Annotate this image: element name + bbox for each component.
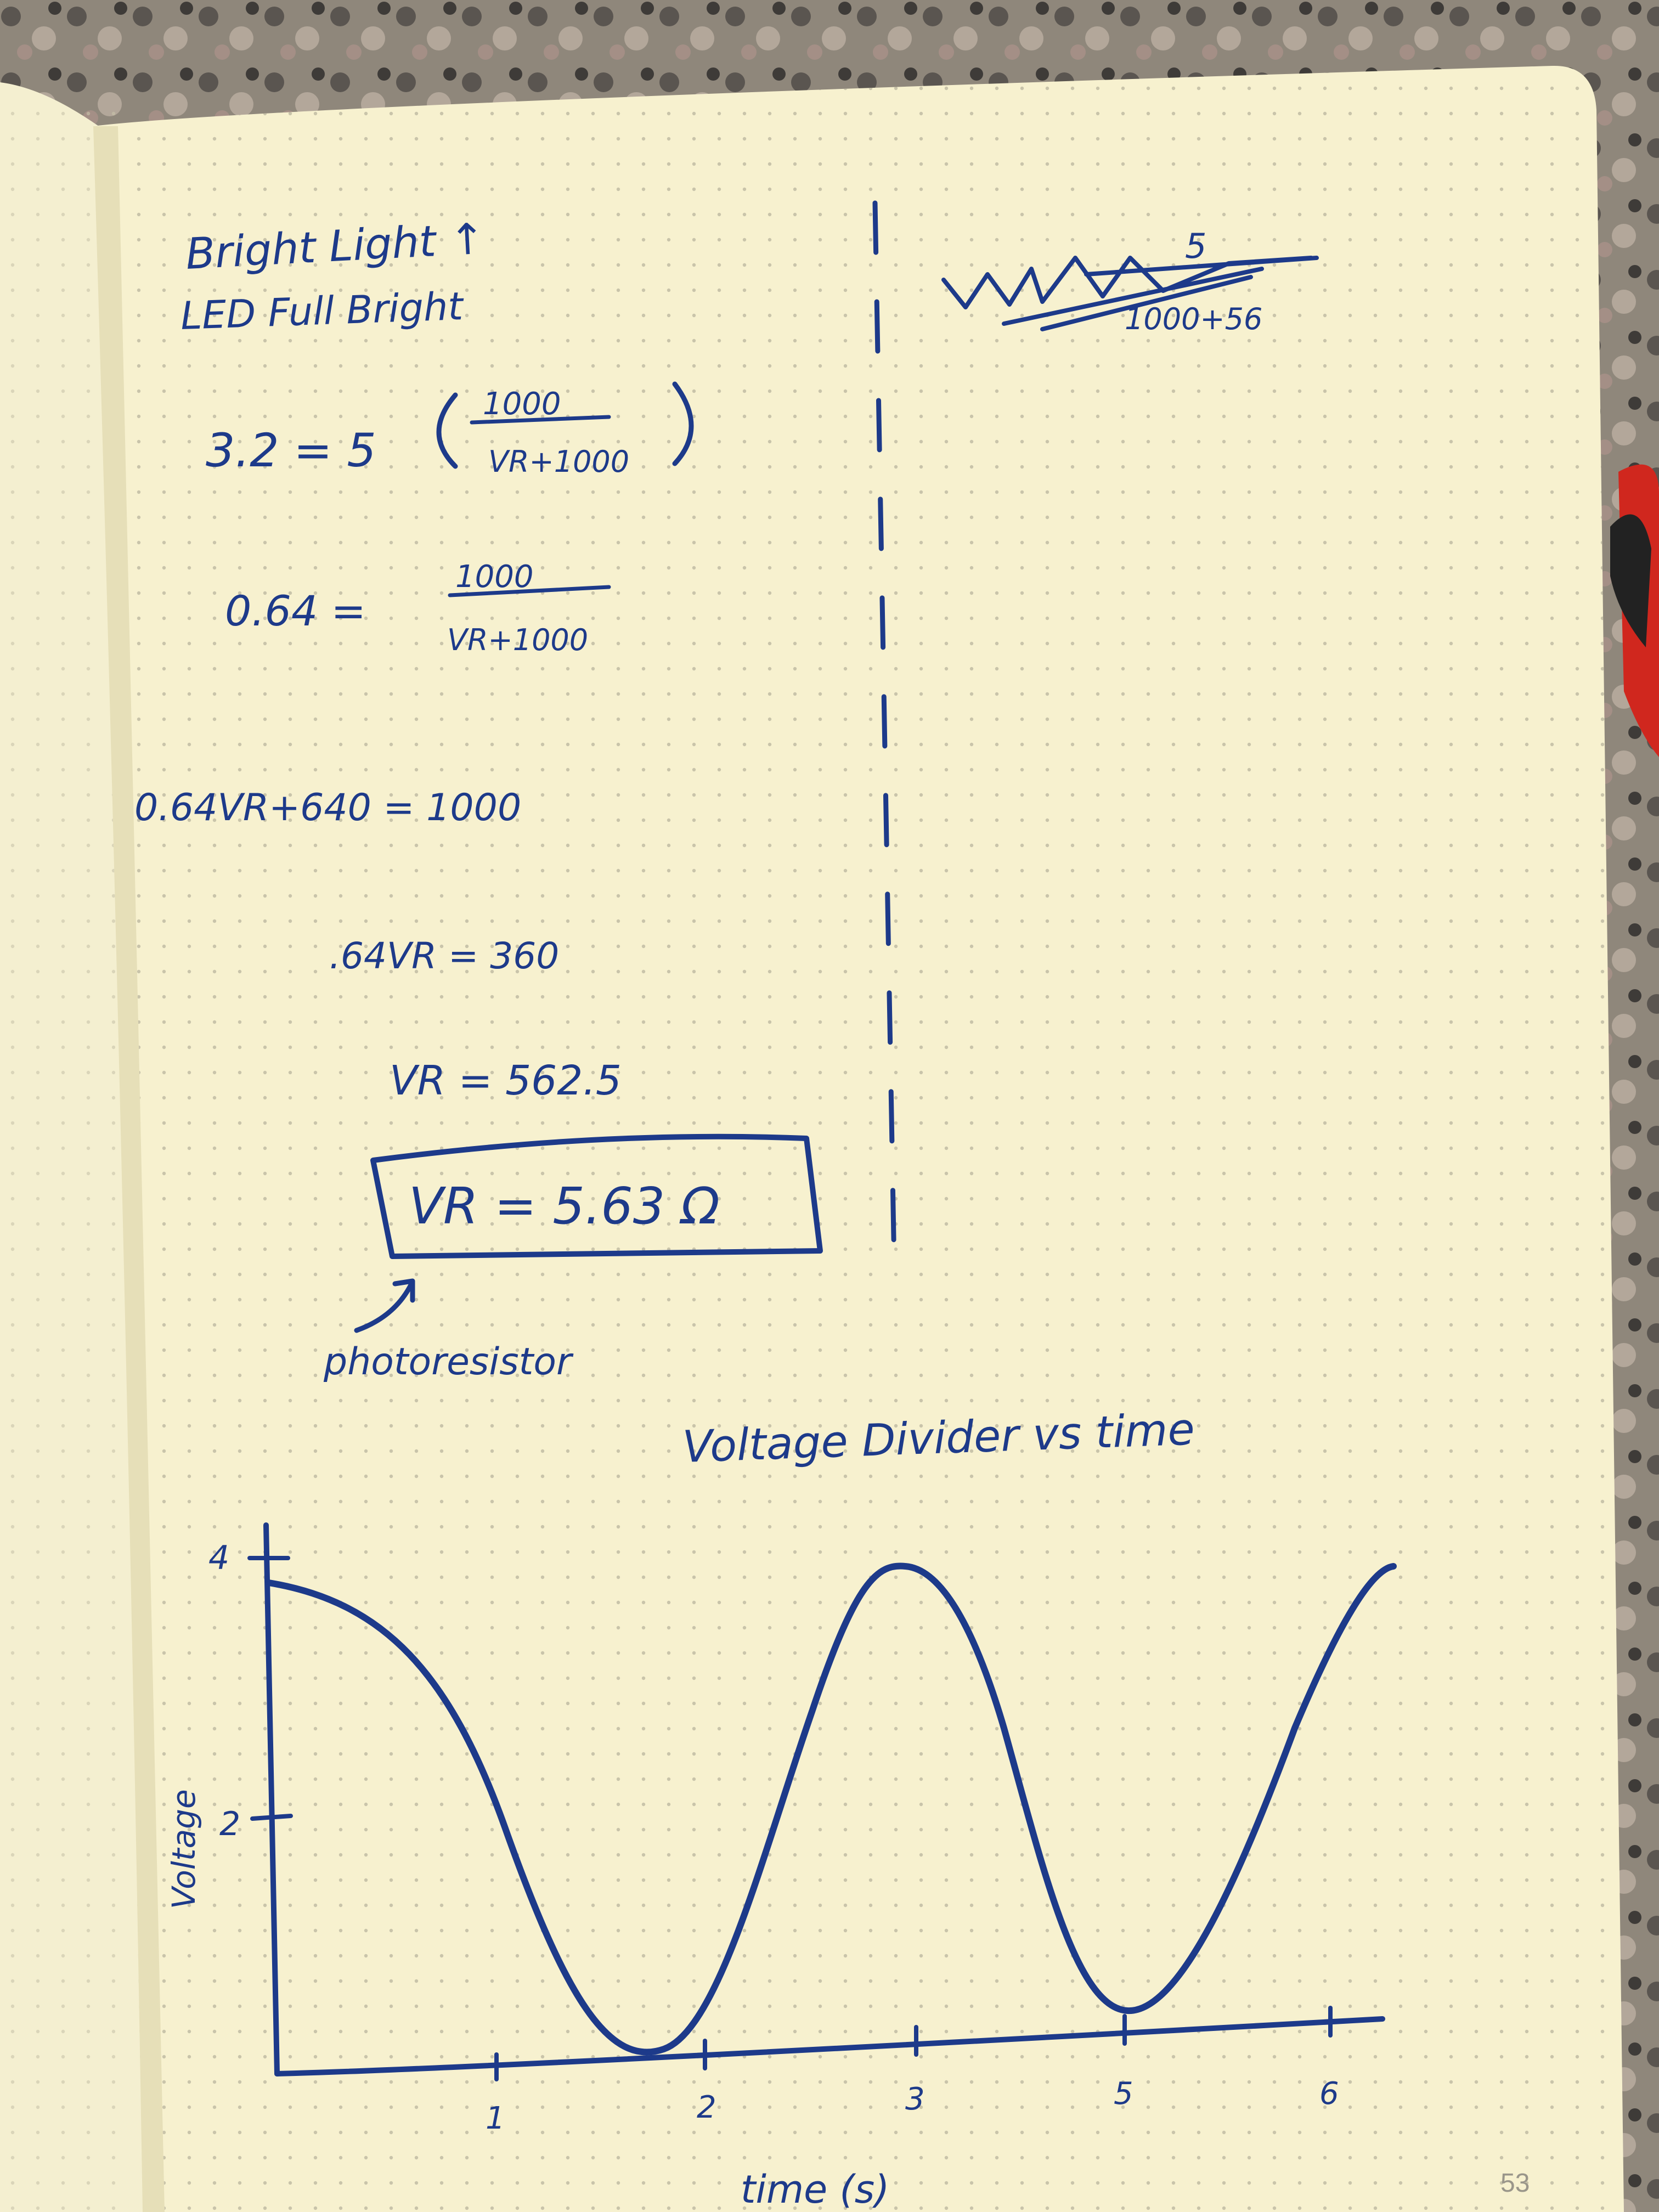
red-object-shadow	[1610, 514, 1651, 647]
equation-2-denominator: VR+1000	[447, 623, 588, 657]
answer-box	[370, 1133, 823, 1259]
scratch-top: 5	[1185, 226, 1206, 266]
equation-5: VR = 562.5	[390, 1057, 622, 1104]
equation-2-numerator: 1000	[455, 559, 534, 595]
scratch-scribble	[941, 256, 1319, 331]
equation-1-denominator: VR+1000	[488, 444, 629, 479]
equation-1-numerator: 1000	[483, 386, 561, 422]
graph-y-label: Voltage	[165, 1789, 202, 1909]
graph-y-axis	[263, 1522, 280, 2076]
graph-y-tick-2	[250, 1814, 293, 1821]
graph-x-tick-label-2: 2	[697, 2090, 716, 2125]
graph-x-tick-label-1: 1	[486, 2101, 505, 2136]
equation-2-left: 0.64 =	[225, 586, 366, 635]
page-number: 53	[1500, 2169, 1530, 2198]
equation-1-paren-left	[436, 392, 458, 469]
right-page-dots	[93, 65, 1624, 2212]
graph-x-tick-label-6: 6	[1319, 2076, 1339, 2112]
equation-3: 0.64VR+640 = 1000	[134, 786, 521, 830]
photoresistor-label: photoresistor	[323, 1340, 574, 1384]
page-gutter	[93, 126, 165, 2212]
graph-x-axis	[274, 2016, 1385, 2076]
graph-y-tick-label-2: 2	[219, 1805, 240, 1843]
graph-y-tick-label-4: 4	[208, 1539, 229, 1577]
answer-text: VR = 5.63 Ω	[409, 1177, 720, 1235]
equation-1-left: 3.2 = 5	[206, 424, 376, 477]
equation-4: .64VR = 360	[329, 935, 559, 977]
equation-2-fraction-bar	[448, 585, 611, 597]
graph-voltage-curve	[266, 1562, 1397, 2056]
photoresistor-arrow	[354, 1278, 415, 1333]
left-page-dots	[0, 110, 115, 2212]
equation-1-paren-right	[672, 381, 694, 466]
scratch-bottom: 1000+56	[1125, 302, 1262, 336]
page-divider	[872, 200, 897, 1270]
graph-x-tick-label-5: 5	[1114, 2076, 1133, 2112]
graph-x-tick-label-3: 3	[905, 2081, 925, 2117]
equation-1-fraction-bar	[470, 415, 611, 425]
note-title-line2: LED Full Bright	[180, 284, 465, 338]
graph-x-label: time (s)	[741, 2167, 890, 2212]
